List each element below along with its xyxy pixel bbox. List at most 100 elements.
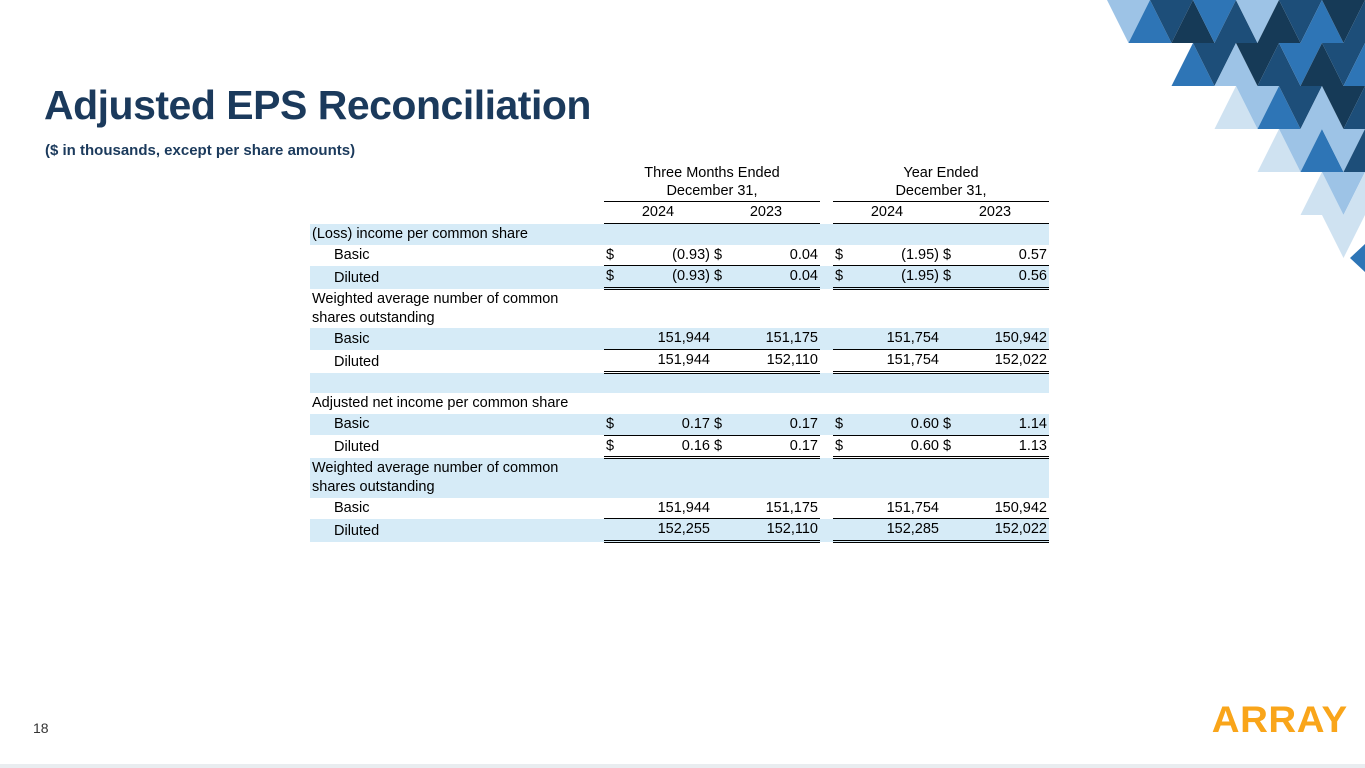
empty-header-cell xyxy=(310,163,604,202)
column-gap xyxy=(820,413,833,435)
value-cell: 152,022 xyxy=(958,349,1049,375)
value-cell: 0.16 xyxy=(621,435,712,460)
column-gap xyxy=(820,245,833,266)
empty-cell xyxy=(604,372,712,393)
value-cell: 0.17 xyxy=(729,413,820,436)
column-gap xyxy=(820,457,833,498)
slide-title: Adjusted EPS Reconciliation xyxy=(44,82,591,128)
dollar-sign-cell xyxy=(604,518,621,544)
value-cell: 150,942 xyxy=(958,328,1049,351)
empty-cell xyxy=(941,393,1049,414)
value-cell: 0.04 xyxy=(729,244,820,267)
row-label: Basic xyxy=(334,500,370,517)
row-label: Basic xyxy=(334,247,370,264)
year-header: 2023 xyxy=(941,201,1049,225)
dollar-sign-cell: $ xyxy=(604,413,621,436)
row-label: (Loss) income per common share xyxy=(310,223,604,245)
column-gap xyxy=(820,328,833,350)
value-cell: 152,022 xyxy=(958,518,1049,544)
section-row: (Loss) income per common share xyxy=(310,223,1049,245)
value-cell: 150,942 xyxy=(958,497,1049,520)
row-label: Diluted xyxy=(310,518,604,542)
empty-cell xyxy=(604,289,712,329)
dollar-sign-cell xyxy=(833,349,850,375)
row-label xyxy=(310,372,604,393)
col-group-year-ended: Year Ended December 31, xyxy=(833,163,1049,203)
value-cell: 151,175 xyxy=(729,497,820,520)
column-gap xyxy=(820,202,833,224)
dollar-sign-cell: $ xyxy=(712,413,729,436)
dollar-sign-cell xyxy=(604,349,621,375)
value-cell: 1.13 xyxy=(958,435,1049,460)
empty-cell xyxy=(712,223,820,245)
row-label: Diluted xyxy=(310,265,604,289)
column-gap xyxy=(820,498,833,519)
table-row: Diluted 151,944 152,110 151,754 152,022 xyxy=(310,349,1049,375)
eps-reconciliation-table: Three Months Ended December 31, Year End… xyxy=(310,163,1049,544)
value-cell: 151,754 xyxy=(850,349,941,375)
dollar-sign-cell: $ xyxy=(712,435,729,460)
empty-cell xyxy=(833,393,941,414)
table-row: Diluted 152,255 152,110 152,285 152,022 xyxy=(310,518,1049,544)
empty-cell xyxy=(941,223,1049,245)
column-gap xyxy=(820,223,833,245)
value-cell: 151,175 xyxy=(729,328,820,351)
dollar-sign-cell: $ xyxy=(833,265,850,291)
array-logo: ARRAY xyxy=(1212,699,1348,740)
col-group-line2: December 31, xyxy=(895,183,987,200)
year-header: 2023 xyxy=(712,201,820,225)
column-gap xyxy=(820,393,833,414)
col-group-line1: Three Months Ended xyxy=(644,165,780,181)
dollar-sign-cell: $ xyxy=(604,244,621,267)
dollar-sign-cell: $ xyxy=(833,413,850,436)
empty-cell xyxy=(941,457,1049,498)
empty-cell xyxy=(712,457,820,498)
column-group-header-row: Three Months Ended December 31, Year End… xyxy=(310,163,1049,203)
empty-cell xyxy=(604,393,712,414)
value-cell: 152,255 xyxy=(621,518,712,544)
year-header: 2024 xyxy=(604,201,712,225)
dollar-sign-cell xyxy=(941,497,958,520)
value-cell: 0.04 xyxy=(729,265,820,291)
table-row: Basic $ (0.93) $0.04 $ (1.95) $0.57 xyxy=(310,244,1049,267)
value-cell: (0.93) xyxy=(621,265,712,291)
dollar-sign-cell xyxy=(712,497,729,520)
value-cell: 151,944 xyxy=(621,497,712,520)
value-cell: 151,944 xyxy=(621,349,712,375)
dollar-sign-cell: $ xyxy=(941,413,958,436)
value-cell: 0.60 xyxy=(850,435,941,460)
dollar-sign-cell: $ xyxy=(941,265,958,291)
empty-cell xyxy=(833,372,941,393)
table-row: Basic $0.17 $0.17 $0.60 $1.14 xyxy=(310,413,1049,436)
dollar-sign-cell: $ xyxy=(712,265,729,291)
empty-cell xyxy=(712,372,820,393)
row-label: Diluted xyxy=(334,439,380,455)
dollar-sign-cell xyxy=(712,328,729,351)
empty-cell xyxy=(712,289,820,329)
value-cell: 0.17 xyxy=(729,435,820,460)
empty-cell xyxy=(941,289,1049,329)
value-cell: (1.95) xyxy=(850,244,941,267)
empty-cell xyxy=(941,372,1049,393)
triangle-mosaic-decoration xyxy=(1107,0,1365,272)
dollar-sign-cell: $ xyxy=(941,244,958,267)
empty-cell xyxy=(833,289,941,329)
dollar-sign-cell: $ xyxy=(604,435,621,460)
column-gap xyxy=(820,350,833,373)
dollar-sign-cell xyxy=(833,518,850,544)
value-cell: 152,110 xyxy=(729,518,820,544)
empty-cell xyxy=(604,457,712,498)
section-row: Weighted average number of common shares… xyxy=(310,457,1049,498)
dollar-sign-cell xyxy=(604,328,621,351)
slide-subtitle: ($ in thousands, except per share amount… xyxy=(45,142,356,159)
value-cell: 151,754 xyxy=(850,497,941,520)
year-header-row: 2024 2023 2024 2023 xyxy=(310,201,1049,225)
value-cell: (0.93) xyxy=(621,244,712,267)
dollar-sign-cell: $ xyxy=(833,435,850,460)
dollar-sign-cell: $ xyxy=(712,244,729,267)
value-cell: 152,110 xyxy=(729,349,820,375)
section-row: Weighted average number of common shares… xyxy=(310,289,1049,329)
empty-cell xyxy=(604,223,712,245)
dollar-sign-cell: $ xyxy=(941,435,958,460)
empty-cell xyxy=(833,223,941,245)
